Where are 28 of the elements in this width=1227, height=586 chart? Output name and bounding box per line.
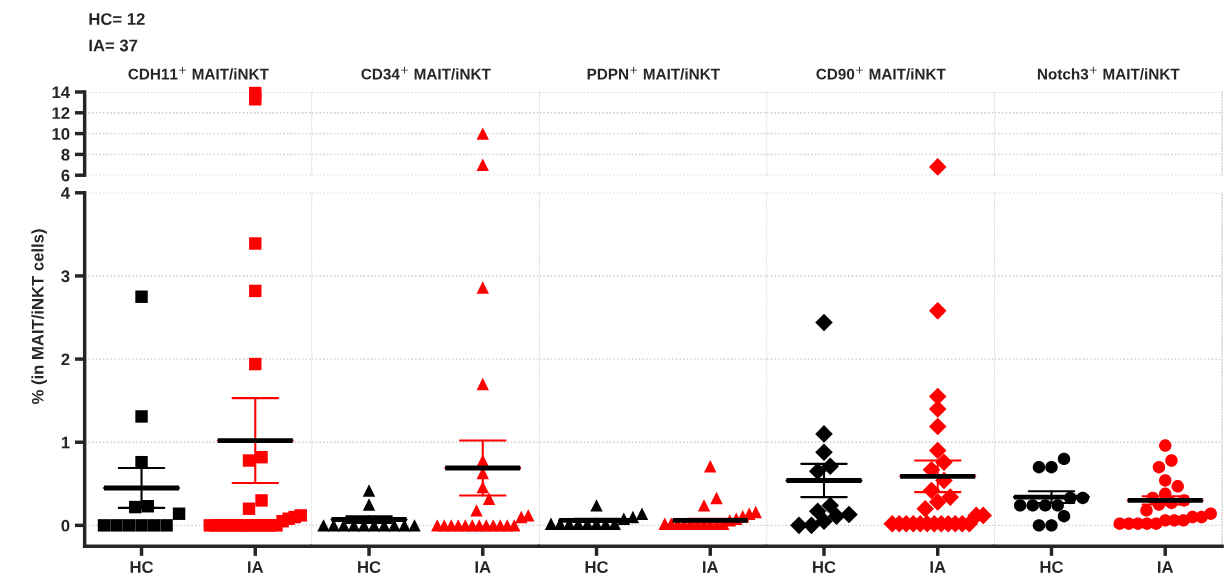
chart-title: CD34$^{+}$ MAIT/iNKT: [361, 66, 491, 80]
y-tick-label: 8: [61, 148, 70, 161]
x-tick-label: HC: [813, 561, 836, 573]
y-tick-label: 10: [52, 128, 70, 140]
y-axis-title: % (in MAIT/iNKT cells): [31, 229, 47, 405]
x-tick-label: HC: [585, 561, 609, 573]
text: HC= 12: [89, 13, 145, 25]
y-tick-label: 1: [61, 436, 70, 449]
y-tick-label: 14: [52, 86, 70, 99]
chart-title: Notch3$^{+}$ MAIT/iNKT: [1037, 66, 1180, 80]
chart-title: CDH11$^{+}$ MAIT/iNKT: [128, 66, 269, 80]
y-tick-label: 12: [52, 107, 70, 119]
x-tick-label: HC: [358, 561, 381, 573]
x-tick-label: HC: [130, 561, 154, 573]
y-tick-label: 3: [61, 270, 70, 283]
y-tick-label: 6: [61, 169, 70, 182]
x-tick-label: IA: [248, 561, 264, 573]
y-tick-label: 2: [61, 353, 70, 366]
y-tick-label: 4: [61, 187, 70, 199]
x-tick-label: IA: [475, 561, 491, 573]
chart-title: CD90$^{+}$ MAIT/iNKT: [816, 66, 946, 80]
y-tick-label: 0: [61, 519, 70, 532]
x-tick-label: IA: [1158, 561, 1174, 573]
chart-title: PDPN$^{+}$ MAIT/iNKT: [587, 66, 720, 80]
x-tick-label: HC: [1040, 561, 1064, 573]
x-tick-label: IA: [930, 561, 946, 573]
x-tick-label: IA: [703, 561, 719, 573]
text: IA= 37: [89, 39, 138, 52]
